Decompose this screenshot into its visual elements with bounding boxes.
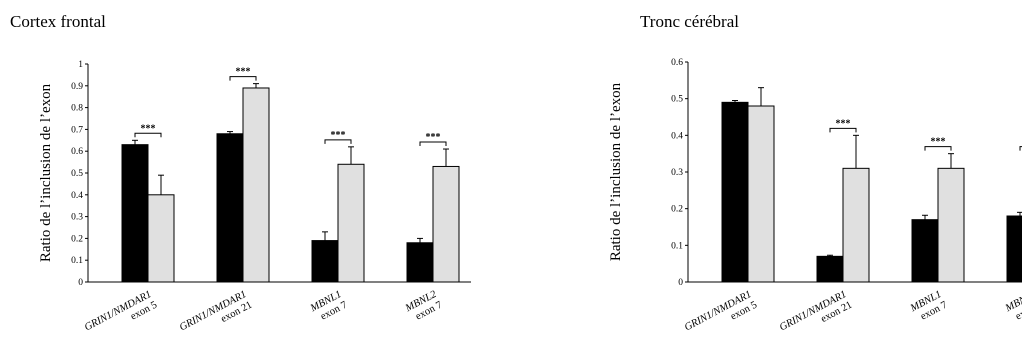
bar xyxy=(406,242,434,283)
significance-label: *** xyxy=(836,118,851,129)
y-tick-label: 0.2 xyxy=(671,205,683,215)
y-tick-label: 0.1 xyxy=(671,241,683,251)
y-tick-label: 0.7 xyxy=(71,125,83,135)
significance-bracket xyxy=(419,141,447,147)
y-tick-label: 0.6 xyxy=(671,58,683,68)
bar xyxy=(337,163,365,283)
bar xyxy=(747,105,775,283)
significance-bracket xyxy=(134,132,162,138)
bar xyxy=(816,255,844,283)
significance-label: *** xyxy=(331,130,346,141)
bar xyxy=(147,194,175,283)
significance-label: *** xyxy=(931,137,946,148)
bar xyxy=(937,167,965,283)
y-tick-label: 0 xyxy=(78,278,83,288)
y-tick-label: 0.9 xyxy=(71,82,83,92)
significance-bracket xyxy=(924,146,952,151)
significance-bracket xyxy=(1019,146,1022,151)
significance-bracket xyxy=(829,127,857,133)
y-tick-label: 0 xyxy=(678,278,683,288)
bar xyxy=(121,144,149,283)
bar xyxy=(242,87,270,283)
y-tick-label: 0.2 xyxy=(71,234,83,244)
bar xyxy=(216,133,244,283)
y-tick-label: 0.1 xyxy=(71,256,83,266)
bar xyxy=(842,167,870,283)
chart-2: Tronc cérébral Ratio de l’inclusion de l’… xyxy=(608,12,1022,333)
bar xyxy=(1006,215,1022,283)
bar xyxy=(432,165,460,283)
y-tick-label: 0.3 xyxy=(71,213,83,223)
y-tick-label: 1 xyxy=(78,60,83,70)
chart-title: Cortex frontal xyxy=(10,12,106,31)
y-tick-label: 0.6 xyxy=(71,147,83,157)
chart-1: Cortex frontal Ratio de l’inclusion de l’… xyxy=(10,12,471,333)
significance-bracket xyxy=(229,76,257,81)
bar xyxy=(911,219,939,283)
significance-bracket xyxy=(324,139,352,144)
y-tick-label: 0.5 xyxy=(671,95,683,105)
significance-label: *** xyxy=(236,67,251,78)
y-axis-label: Ratio de l’inclusion de l’exon xyxy=(38,83,54,262)
y-tick-label: 0.4 xyxy=(71,191,83,201)
significance-label: *** xyxy=(141,123,156,134)
y-tick-label: 0.5 xyxy=(71,169,83,179)
bar xyxy=(311,240,339,283)
category-exon: exon 7 xyxy=(1014,300,1022,323)
bar xyxy=(721,101,749,283)
y-tick-label: 0.8 xyxy=(71,104,83,114)
y-tick-label: 0.4 xyxy=(671,131,683,141)
significance-label: *** xyxy=(426,132,441,143)
y-tick-label: 0.3 xyxy=(671,168,683,178)
y-axis-label: Ratio de l’inclusion de l’exon xyxy=(608,82,624,261)
chart-title: Tronc cérébral xyxy=(640,12,739,31)
